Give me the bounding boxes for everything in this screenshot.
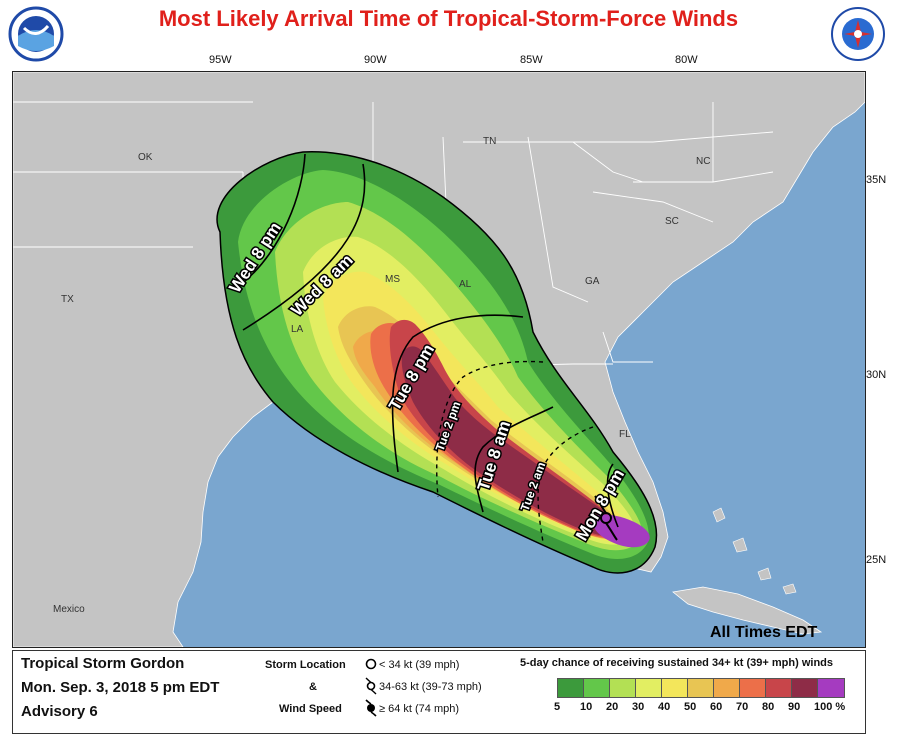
tropical-storm-icon (365, 677, 377, 695)
contour-tue-8am (474, 406, 554, 513)
scale-tick-label: 80 (762, 701, 775, 713)
contour-wed-8pm (237, 153, 306, 288)
state-label-ok: OK (138, 152, 153, 163)
country-label-mexico: Mexico (53, 604, 85, 615)
lon-label-80w: 80W (675, 54, 698, 66)
state-label-la: LA (291, 324, 304, 335)
contour-tue-2am (537, 426, 594, 543)
contour-mon-8pm (606, 463, 619, 528)
state-label-ga: GA (585, 276, 600, 287)
scale-tick-label: 50 (684, 701, 697, 713)
category-weak: < 34 kt (39 mph) (379, 659, 460, 671)
color-swatch (661, 678, 689, 698)
state-label-fl: FL (619, 429, 631, 440)
legend-panel: Tropical Storm Gordon Mon. Sep. 3, 2018 … (12, 650, 866, 734)
color-swatch (739, 678, 767, 698)
scale-tick-label: 5 (554, 701, 561, 713)
nws-logo (831, 7, 885, 61)
scale-tick-label: 90 (788, 701, 801, 713)
advisory-number: Advisory 6 (21, 703, 98, 720)
hurricane-icon (365, 699, 377, 717)
state-label-tn: TN (483, 136, 496, 147)
storm-location-label: Storm Location (265, 659, 346, 671)
category-hurricane: ≥ 64 kt (74 mph) (379, 703, 460, 715)
color-swatch (557, 678, 585, 698)
color-swatch (687, 678, 715, 698)
cone-outline (216, 151, 658, 574)
state-label-al: AL (459, 279, 472, 290)
category-tropical-storm: 34-63 kt (39-73 mph) (379, 681, 482, 693)
color-swatch (765, 678, 793, 698)
scale-title: 5-day chance of receiving sustained 34+ … (520, 657, 833, 669)
lat-label-30n: 30N (866, 369, 887, 381)
state-label-sc: SC (665, 216, 679, 227)
lon-label-85w: 85W (520, 54, 543, 66)
contour-tue-8pm (391, 314, 524, 473)
scale-tick-label: 40 (658, 701, 671, 713)
tropical-storm-symbol (594, 495, 618, 541)
color-swatch (791, 678, 819, 698)
scale-tick-label: 60 (710, 701, 723, 713)
scale-tick-label: 70 (736, 701, 749, 713)
lat-label-35n: 35N (866, 174, 887, 186)
color-swatch (817, 678, 845, 698)
map-svg: OK TN NC SC MS AL GA TX LA FL Mexico Wed… (13, 72, 865, 647)
state-label-nc: NC (696, 156, 710, 167)
state-label-tx: TX (61, 294, 74, 305)
advisory-date: Mon. Sep. 3, 2018 5 pm EDT (21, 679, 220, 696)
band-90 (401, 346, 622, 537)
scale-tick-label: 100 % (814, 701, 846, 713)
and-label: & (309, 681, 317, 693)
all-times-label: All Times EDT (710, 624, 818, 641)
scale-tick-label: 30 (632, 701, 645, 713)
page-title: Most Likely Arrival Time of Tropical-Sto… (158, 6, 739, 31)
contour-tue-2pm (436, 360, 544, 498)
cuba-land (672, 586, 823, 635)
time-contours (237, 153, 619, 528)
lon-label-90w: 90W (364, 54, 387, 66)
bahamas-land (712, 507, 797, 595)
noaa-logo (8, 6, 64, 62)
state-label-ms: MS (385, 274, 400, 285)
storm-name: Tropical Storm Gordon (21, 655, 185, 672)
color-swatch (635, 678, 663, 698)
contour-wed-8am (242, 163, 366, 331)
scale-tick-label: 10 (580, 701, 593, 713)
color-swatch (583, 678, 611, 698)
color-swatch (609, 678, 637, 698)
map-panel: OK TN NC SC MS AL GA TX LA FL Mexico Wed… (12, 71, 866, 648)
color-swatch (713, 678, 741, 698)
scale-tick-label: 20 (606, 701, 619, 713)
wind-speed-label: Wind Speed (279, 703, 342, 715)
lon-label-95w: 95W (209, 54, 232, 66)
lat-label-25n: 25N (866, 554, 887, 566)
dashed-contours (436, 360, 594, 543)
circle-icon (365, 658, 377, 670)
